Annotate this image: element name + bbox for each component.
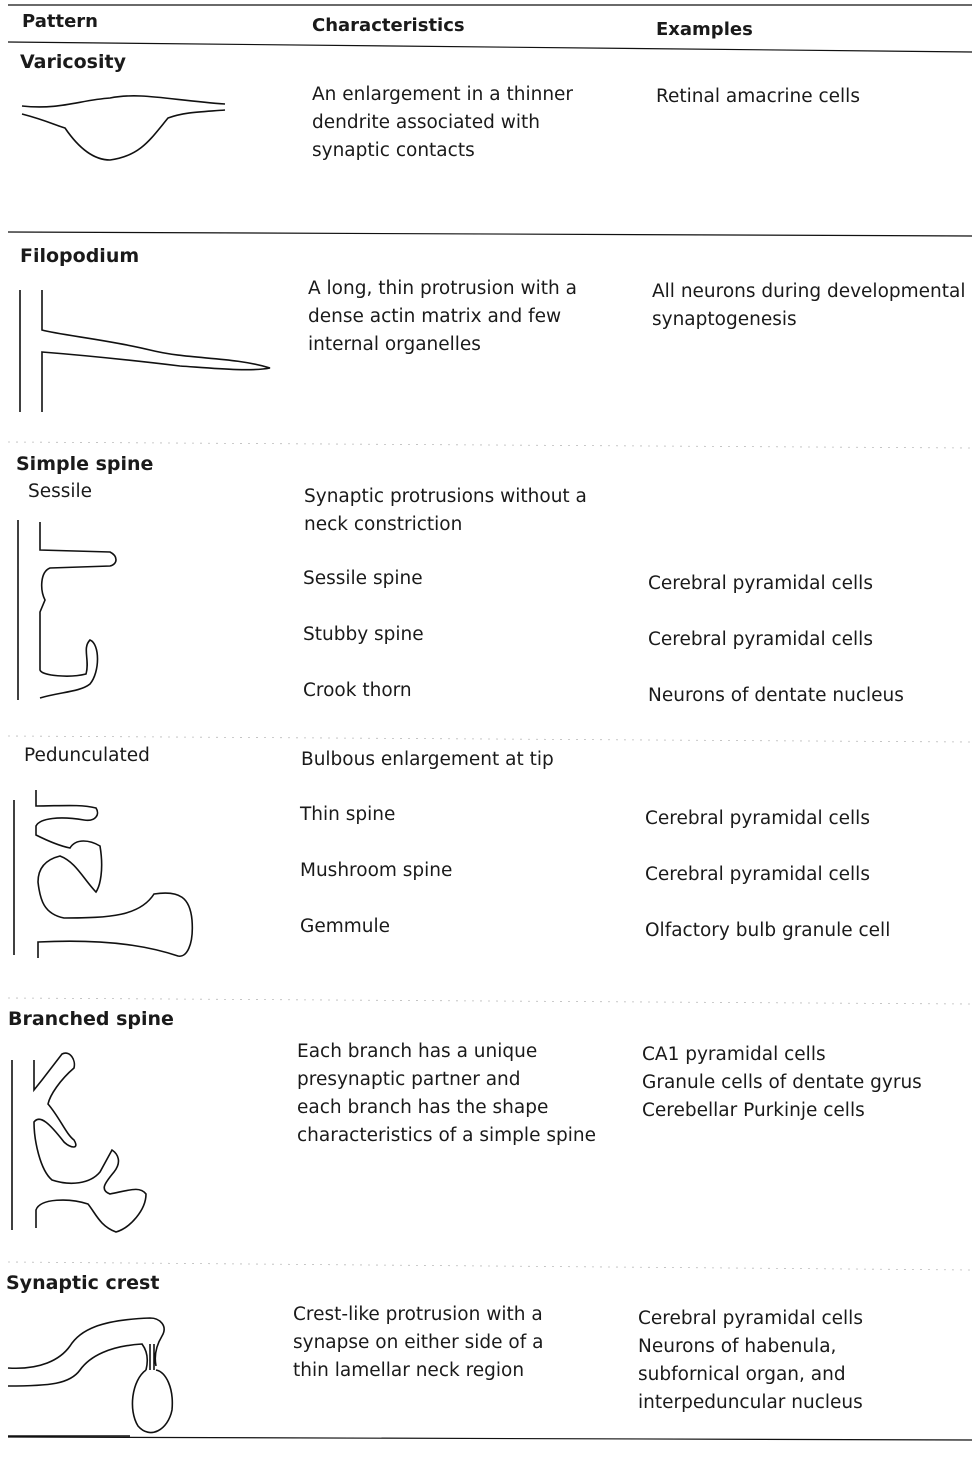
characteristics: A long, thin protrusion with a [308,278,577,299]
pedunculated-drawing [13,790,194,958]
row-divider [7,441,972,449]
filopodium-drawing [19,290,271,412]
example: Neurons of habenula, [638,1336,837,1357]
example: Cerebral pyramidal cells [648,629,873,650]
characteristics: thin lamellar neck region [293,1360,525,1381]
characteristics: dense actin matrix and few [308,306,562,327]
example: Cerebral pyramidal cells [648,573,873,594]
pattern-name: Varicosity [20,51,126,73]
spine-type: Mushroom spine [300,860,453,881]
characteristics: dendrite associated with [312,112,540,133]
example: Retinal amacrine cells [656,86,860,107]
header-cell: Pattern [22,11,98,32]
row-rule [7,231,972,237]
spine-type: Crook thorn [303,680,412,701]
example: interpeduncular nucleus [638,1392,863,1413]
spine-type: Thin spine [300,804,396,825]
characteristics: each branch has the shape [297,1097,549,1118]
characteristics: synapse on either side of a [293,1332,544,1353]
example: Cerebral pyramidal cells [645,808,870,829]
pattern-name: Synaptic crest [6,1272,160,1294]
characteristics: Synaptic protrusions without a [304,486,587,507]
example: Granule cells of dentate gyrus [642,1072,922,1093]
branched-drawing [11,1052,147,1233]
subtype-label: Pedunculated [24,745,150,766]
characteristics: neck constriction [304,514,463,535]
row-divider [7,735,972,743]
example: Cerebellar Purkinje cells [642,1100,865,1121]
spine-type: Sessile spine [303,568,423,589]
header-cell: Characteristics [312,15,465,36]
characteristics: An enlargement in a thinner [312,84,574,105]
spine-type: Stubby spine [303,624,424,645]
spine-type: Gemmule [300,916,391,937]
example: All neurons during developmental [652,281,966,302]
example: synaptogenesis [652,309,797,330]
bottom-rule [7,1436,972,1441]
subtype-label: Sessile [28,481,93,502]
varicosity-drawing [21,95,226,161]
example: subfornical organ, and [638,1364,846,1385]
row-divider [7,1261,972,1271]
characteristics: Crest-like protrusion with a [293,1304,543,1325]
example: Olfactory bulb granule cell [645,920,891,941]
example: Cerebral pyramidal cells [645,864,870,885]
characteristics: characteristics of a simple spine [297,1125,596,1146]
header-rule [7,41,972,53]
pattern-name: Branched spine [8,1008,174,1030]
example: Neurons of dentate nucleus [648,685,904,706]
characteristics: Each branch has a unique [297,1041,538,1062]
row-divider [7,997,972,1005]
example: CA1 pyramidal cells [642,1044,826,1065]
crest-drawing [7,1317,174,1437]
characteristics: presynaptic partner and [297,1069,521,1090]
sessile-drawing [17,520,117,700]
pattern-name: Simple spine [16,453,154,475]
pattern-name: Filopodium [20,245,140,267]
example: Cerebral pyramidal cells [638,1308,863,1329]
header-cell: Examples [656,19,753,40]
characteristics: internal organelles [308,334,481,355]
characteristics: synaptic contacts [312,140,475,161]
characteristics: Bulbous enlargement at tip [301,749,554,770]
